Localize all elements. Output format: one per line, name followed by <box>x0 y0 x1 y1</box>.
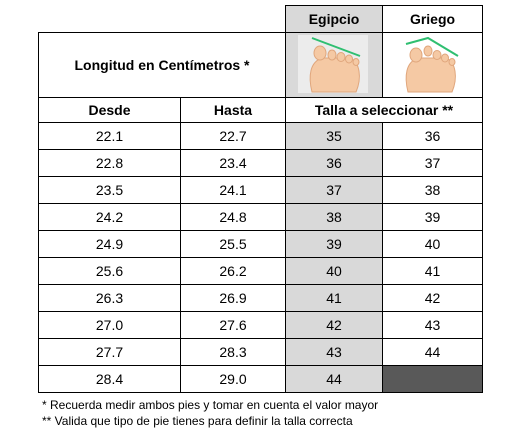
greek-foot <box>405 36 459 93</box>
egyptian-size: 40 <box>285 257 383 285</box>
egyptian-size: 43 <box>285 338 383 366</box>
egyptian-size: 44 <box>285 365 383 393</box>
footnote: ** Valida que tipo de pie tienes para de… <box>42 414 353 428</box>
egyptian-size: 38 <box>285 203 383 231</box>
egyptian-size: 36 <box>285 149 383 177</box>
egyptian-size: 41 <box>285 284 383 312</box>
egyptian-header: Egipcio <box>285 5 383 33</box>
footnote: * Recuerda medir ambos pies y tomar en c… <box>42 398 379 412</box>
egyptian-foot <box>298 35 368 93</box>
egyptian-size: 42 <box>285 311 383 339</box>
length-header: Longitud en Centímetros * <box>38 32 286 98</box>
